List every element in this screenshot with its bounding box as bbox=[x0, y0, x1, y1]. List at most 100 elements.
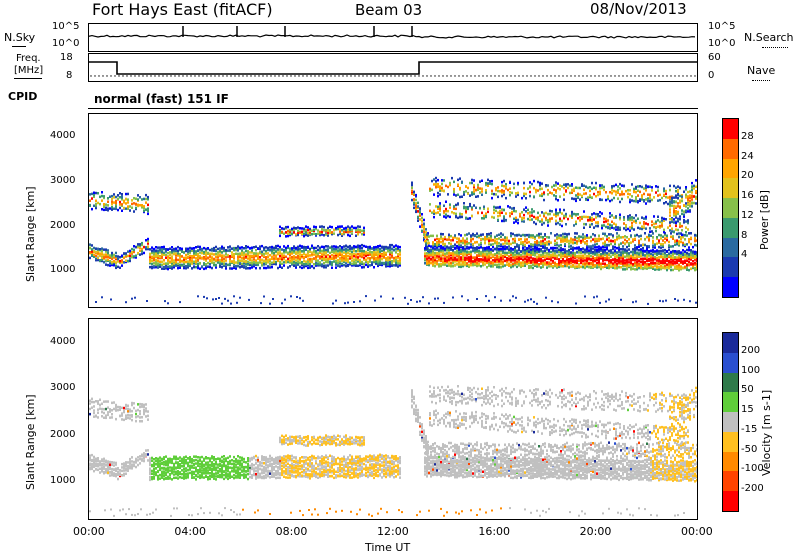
heatmap-cell bbox=[496, 241, 498, 244]
heatmap-cell bbox=[189, 257, 191, 261]
heatmap-cell bbox=[373, 246, 375, 249]
heatmap-cell bbox=[564, 261, 566, 264]
heatmap-cell bbox=[675, 212, 677, 215]
heatmap-cell bbox=[540, 253, 542, 257]
heatmap-cell bbox=[496, 263, 498, 267]
heatmap-cell bbox=[681, 224, 683, 228]
heatmap-cell bbox=[347, 260, 349, 263]
heatmap-cell bbox=[573, 224, 575, 227]
heatmap-cell bbox=[584, 248, 586, 251]
heatmap-cell bbox=[473, 204, 475, 207]
heatmap-cell bbox=[559, 217, 561, 220]
heatmap-cell bbox=[429, 189, 431, 192]
heatmap-cell bbox=[501, 211, 503, 214]
heatmap-cell bbox=[506, 257, 508, 260]
heatmap-cell bbox=[327, 250, 329, 253]
heatmap-cell bbox=[635, 196, 637, 199]
heatmap-cell bbox=[217, 258, 219, 262]
heatmap-cell bbox=[670, 263, 672, 266]
heatmap-cell bbox=[145, 201, 147, 204]
heatmap-cell bbox=[669, 214, 671, 217]
heatmap-cell bbox=[553, 184, 555, 187]
heatmap-cell bbox=[555, 215, 557, 218]
heatmap-cell bbox=[533, 186, 535, 190]
heatmap-cell bbox=[557, 199, 559, 202]
heatmap-cell bbox=[95, 204, 97, 207]
heatmap-cell bbox=[518, 260, 520, 263]
heatmap-cell bbox=[570, 237, 572, 240]
heatmap-cell bbox=[554, 239, 556, 242]
heatmap-cell bbox=[617, 228, 619, 231]
heatmap-cell bbox=[473, 187, 475, 190]
heatmap-cell bbox=[201, 265, 203, 268]
heatmap-cell bbox=[383, 255, 385, 258]
nave-dot bbox=[358, 75, 360, 77]
heatmap-cell bbox=[107, 197, 109, 200]
heatmap-cell bbox=[696, 262, 697, 266]
heatmap-cell bbox=[567, 186, 569, 190]
heatmap-cell bbox=[424, 239, 426, 243]
heatmap-cell bbox=[159, 246, 161, 249]
heatmap-cell bbox=[434, 253, 436, 256]
heatmap-cell bbox=[209, 259, 211, 263]
heatmap-cell bbox=[559, 223, 561, 226]
heatmap-cell bbox=[560, 248, 562, 251]
heatmap-cell bbox=[494, 259, 496, 262]
heatmap-cell bbox=[495, 209, 497, 213]
heatmap-cell bbox=[460, 234, 462, 237]
heatmap-cell bbox=[399, 245, 401, 249]
heatmap-cell bbox=[685, 220, 687, 223]
heatmap-cell bbox=[490, 253, 492, 256]
heatmap-cell bbox=[133, 255, 135, 258]
heatmap-cell bbox=[219, 262, 221, 265]
heatmap-cell bbox=[460, 260, 462, 263]
heatmap-cell bbox=[662, 244, 664, 248]
heatmap-cell bbox=[585, 223, 587, 226]
heatmap-cell bbox=[367, 257, 369, 260]
heatmap-cell bbox=[235, 267, 237, 270]
heatmap-cell bbox=[107, 204, 109, 207]
heatmap-cell bbox=[571, 183, 573, 186]
heatmap-cell bbox=[448, 233, 450, 236]
heatmap-cell bbox=[538, 249, 540, 253]
heatmap-cell bbox=[684, 238, 686, 241]
heatmap-cell bbox=[476, 240, 478, 244]
heatmap-cell bbox=[509, 191, 511, 194]
nave-dot bbox=[338, 75, 340, 77]
heatmap-cell bbox=[103, 205, 105, 208]
heatmap-cell bbox=[625, 228, 627, 232]
heatmap-cell bbox=[139, 245, 141, 249]
heatmap-cell bbox=[255, 261, 257, 265]
heatmap-cell bbox=[613, 227, 615, 230]
heatmap-cell bbox=[474, 258, 476, 261]
heatmap-cell bbox=[424, 262, 426, 265]
heatmap-cell bbox=[544, 254, 546, 257]
heatmap-cell bbox=[671, 220, 673, 224]
heatmap-cell bbox=[492, 245, 494, 249]
heatmap-cell bbox=[503, 179, 505, 183]
heatmap-cell bbox=[571, 214, 573, 218]
nave-dot bbox=[438, 75, 440, 77]
heatmap-cell bbox=[259, 261, 261, 264]
heatmap-cell bbox=[528, 244, 530, 248]
heatmap-cell bbox=[536, 241, 538, 245]
heatmap-cell bbox=[468, 232, 470, 235]
heatmap-cell bbox=[321, 255, 323, 258]
nave-dot bbox=[462, 75, 464, 77]
heatmap-cell bbox=[125, 259, 127, 262]
heatmap-cell bbox=[666, 254, 668, 257]
heatmap-cell bbox=[688, 260, 690, 264]
heatmap-cell bbox=[313, 257, 315, 260]
heatmap-cell bbox=[490, 237, 492, 240]
heatmap-cell bbox=[465, 206, 467, 209]
heatmap-cell bbox=[631, 226, 633, 229]
heatmap-cell bbox=[455, 207, 457, 211]
heatmap-cell bbox=[295, 246, 297, 250]
heatmap-cell bbox=[580, 259, 582, 262]
heatmap-cell bbox=[638, 266, 640, 270]
heatmap-cell bbox=[287, 246, 289, 250]
heatmap-cell bbox=[395, 264, 397, 267]
nave-dot bbox=[638, 75, 640, 77]
heatmap-cell bbox=[436, 248, 438, 251]
heatmap-cell bbox=[670, 265, 672, 269]
